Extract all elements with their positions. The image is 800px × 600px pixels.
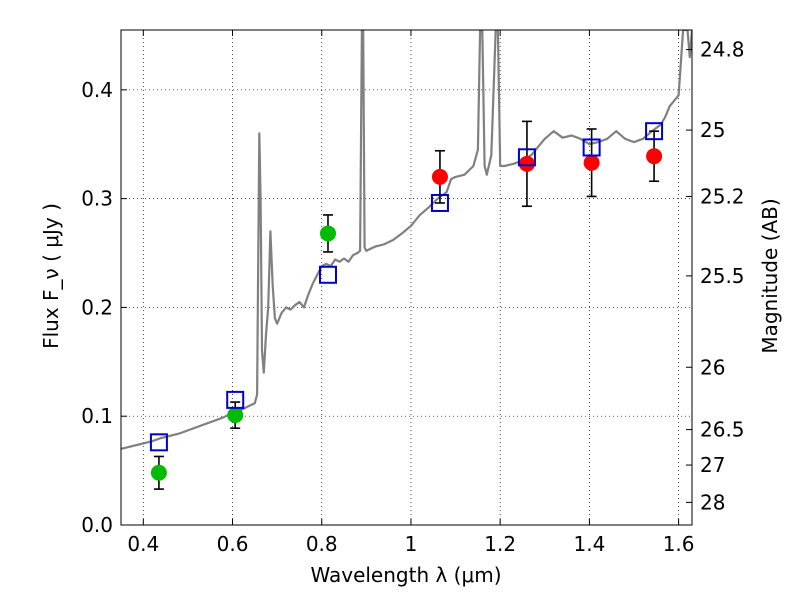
data-point <box>646 148 663 165</box>
plot-frame <box>120 29 693 526</box>
y2-tick-label: 25.5 <box>700 264 745 288</box>
model-spectrum-line <box>121 30 692 450</box>
y2-axis-label: Magnitude (AB) <box>758 198 782 353</box>
x-tick-label: 1.6 <box>663 532 695 556</box>
x-tick-label: 0.4 <box>127 532 159 556</box>
y-tick-label: 0.2 <box>81 295 113 319</box>
data-point <box>518 155 535 172</box>
y2-tick-label: 28 <box>700 490 725 514</box>
x-tick-label: 0.6 <box>217 532 249 556</box>
y-axis-label: Flux F_ν ( μJy ) <box>39 203 63 349</box>
data-point <box>150 464 167 481</box>
axis-ticks: 0.4 0.6 0.8 1 1.2 1.4 1.6 0.0 0.1 0.2 0.3 0.4 24.8 25… <box>81 30 745 556</box>
y2-tick-label: 25 <box>700 118 725 142</box>
y2-tick-label: 24.8 <box>700 38 745 62</box>
y2-tick-label: 26 <box>700 355 725 379</box>
x-tick-label: 1.4 <box>573 532 605 556</box>
model-point <box>517 148 536 167</box>
y2-tick-label: 27 <box>700 453 725 477</box>
model-point <box>582 138 601 157</box>
model-point <box>430 193 449 212</box>
x-axis-label: Wavelength λ (μm) <box>310 563 501 587</box>
model-point <box>149 433 168 452</box>
model-point <box>226 390 245 409</box>
data-point <box>431 168 448 185</box>
y2-tick-label: 26.5 <box>700 418 745 442</box>
data-point <box>583 154 600 171</box>
y2-tick-label: 25.2 <box>700 184 745 208</box>
data-point <box>319 225 336 242</box>
y-tick-label: 0.4 <box>81 78 113 102</box>
plot-area <box>121 30 692 490</box>
y-tick-label: 0.0 <box>81 513 113 537</box>
model-point <box>318 265 337 284</box>
grid <box>121 30 692 526</box>
x-tick-label: 1 <box>405 532 418 556</box>
data-point <box>227 407 244 424</box>
x-tick-label: 0.8 <box>306 532 338 556</box>
y-tick-label: 0.1 <box>81 404 113 428</box>
x-tick-label: 1.2 <box>484 532 516 556</box>
y-tick-label: 0.3 <box>81 187 113 211</box>
model-point <box>645 122 664 141</box>
